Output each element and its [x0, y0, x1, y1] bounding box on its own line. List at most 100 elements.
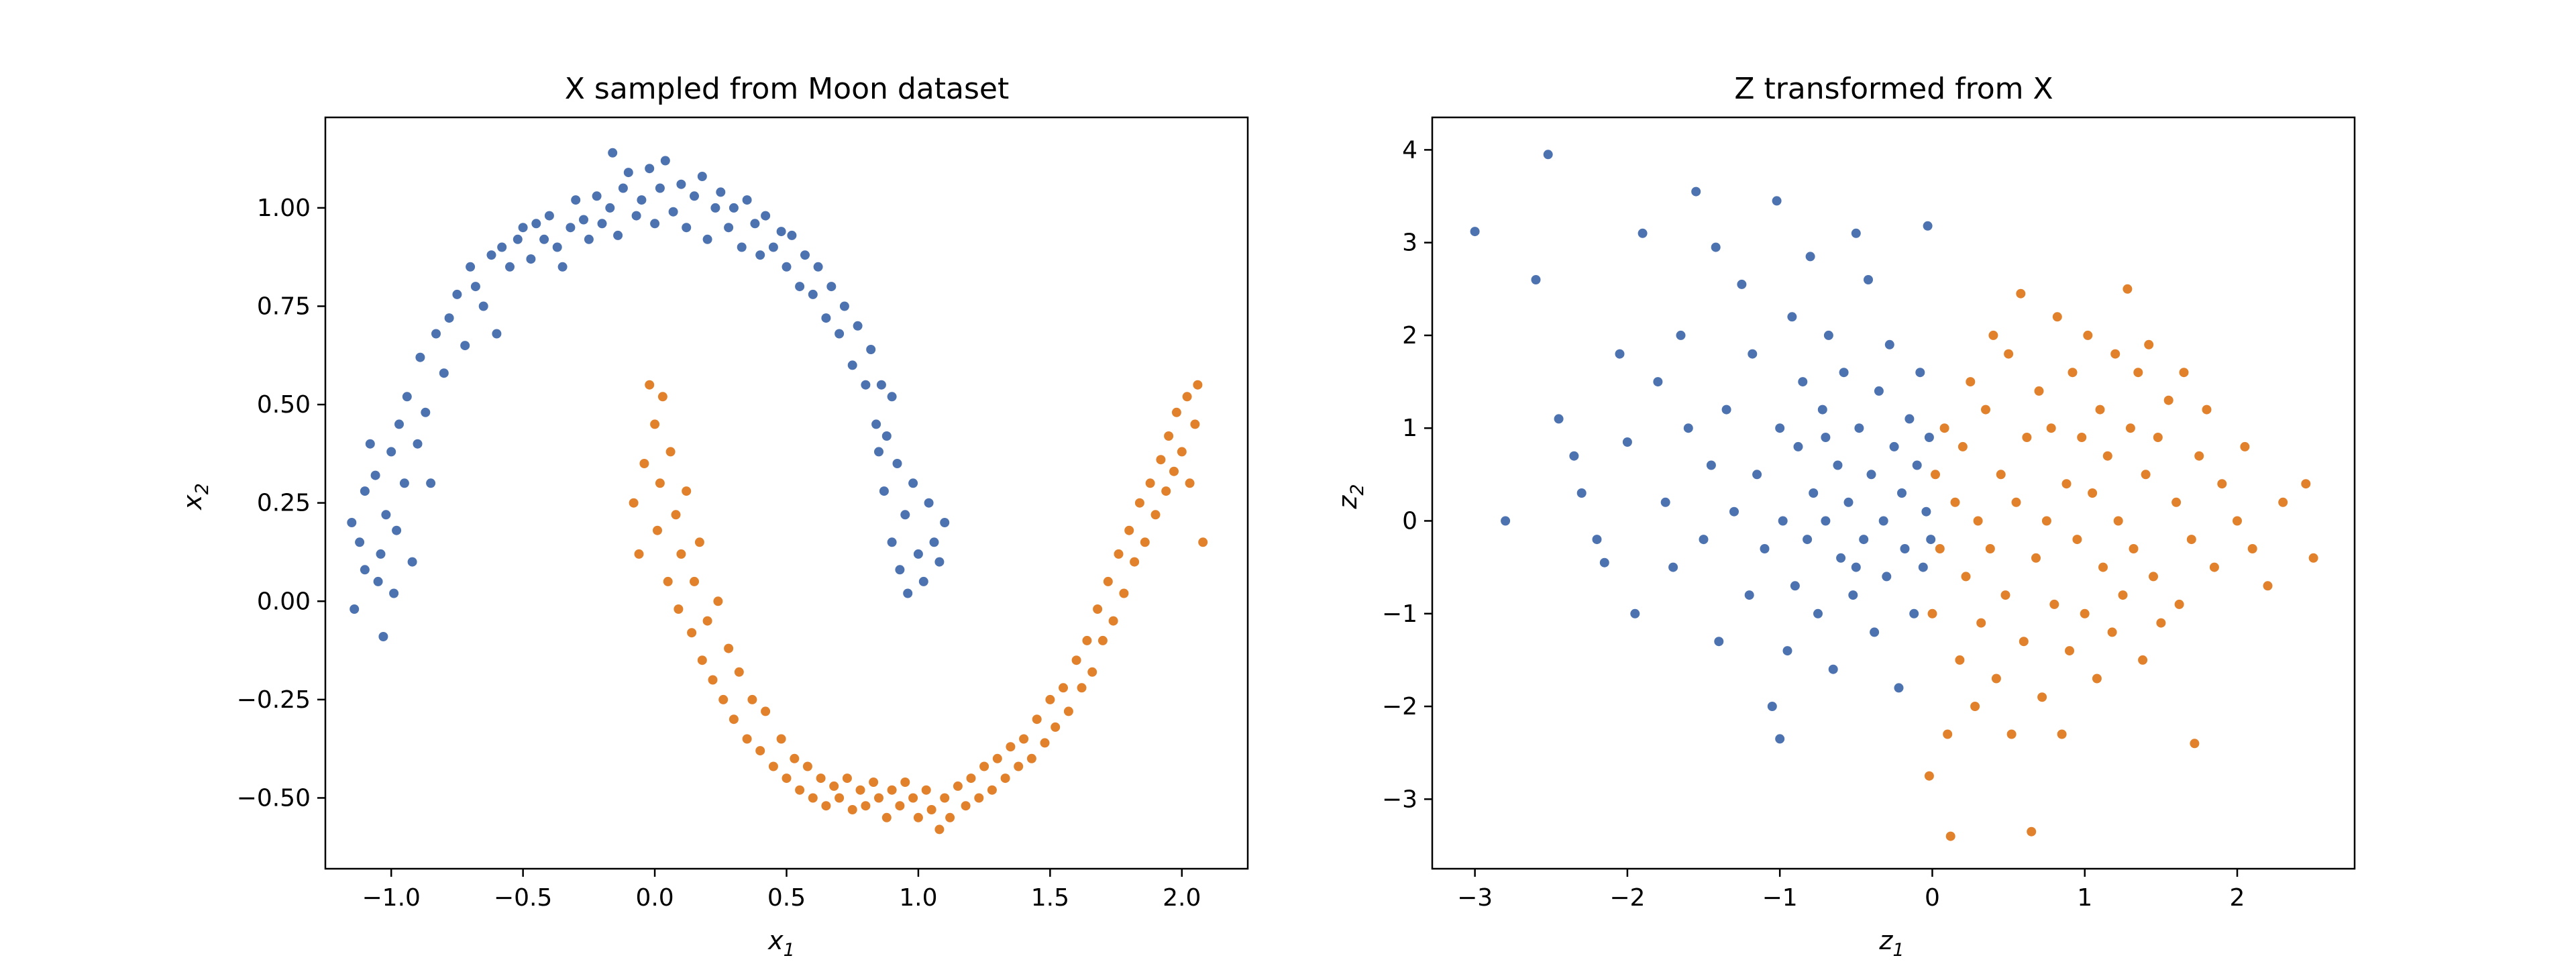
right-plot-point-1-78	[2308, 553, 2318, 563]
right-plot-point-0-17	[1683, 423, 1693, 433]
right-plot-point-1-32	[2046, 423, 2056, 433]
right-plot-point-1-17	[1988, 330, 1998, 340]
right-plot-point-1-11	[1966, 377, 1976, 387]
left-plot-point-0-55	[645, 164, 655, 174]
right-plot-point-0-73	[1924, 433, 1934, 442]
right-plot-point-0-13	[1653, 377, 1663, 387]
right-plot-point-0-44	[1821, 516, 1831, 526]
left-plot-point-1-85	[1124, 525, 1134, 535]
left-plot-point-1-73	[1059, 683, 1068, 693]
left-plot-point-0-0	[347, 518, 357, 527]
left-plot-point-1-68	[1026, 753, 1036, 763]
right-plot-point-0-6	[1576, 488, 1587, 498]
right-plot-point-1-74	[2247, 544, 2257, 553]
left-plot-point-1-27	[755, 746, 765, 756]
left-plot-point-1-69	[1032, 714, 1042, 724]
right-plot-ytick-label-5: 2	[1402, 322, 1417, 350]
right-plot-point-0-16	[1676, 330, 1686, 340]
right-plot-point-1-73	[2240, 441, 2250, 451]
right-plot-point-0-9	[1615, 349, 1625, 359]
right-plot-point-0-74	[1926, 535, 1936, 545]
left-plot-point-1-36	[816, 773, 826, 784]
left-plot-point-0-106	[934, 557, 945, 567]
right-plot-point-0-64	[1897, 488, 1907, 498]
right-plot-point-1-5	[1943, 729, 1953, 739]
right-plot-point-1-61	[2156, 618, 2166, 628]
left-plot-point-1-101	[1198, 537, 1208, 547]
left-plot-point-1-66	[1014, 761, 1024, 771]
right-plot-xtick-label-2: −1	[1762, 884, 1798, 912]
left-plot-point-0-101	[908, 478, 918, 488]
left-plot-point-1-15	[690, 576, 699, 586]
left-plot-point-1-79	[1093, 604, 1103, 614]
left-plot-point-0-42	[566, 223, 576, 233]
left-plot-point-0-33	[505, 262, 515, 272]
right-plot-point-0-27	[1748, 349, 1758, 359]
left-plot-point-1-42	[855, 785, 865, 795]
left-plot-point-1-48	[895, 801, 905, 811]
left-plot-point-0-7	[373, 576, 383, 586]
left-plot-point-1-93	[1164, 431, 1174, 441]
right-plot-point-1-64	[2174, 599, 2184, 609]
left-plot-point-0-86	[847, 360, 857, 370]
right-plot-point-1-31	[2041, 516, 2051, 526]
right-plot-point-1-35	[2057, 729, 2067, 739]
right-plot-point-0-63	[1894, 683, 1904, 693]
right-plot-points	[1470, 150, 2318, 841]
right-plot-ylabel-sub: 2	[1347, 484, 1368, 495]
left-plot-ylabel: x2	[178, 483, 213, 511]
left-plot-point-0-44	[579, 215, 588, 225]
left-plot-xtick-label-1: −0.5	[494, 884, 552, 912]
right-plot-xtick-label-3: 0	[1925, 884, 1940, 912]
right-plot-xlabel-main: z	[1878, 926, 1893, 955]
right-plot-point-1-3	[1935, 544, 1945, 553]
left-plot-point-1-34	[802, 761, 812, 771]
right-plot-point-0-66	[1904, 414, 1915, 424]
right-plot-point-1-57	[2141, 470, 2151, 480]
left-plot-point-1-2	[639, 459, 649, 468]
left-plot-point-0-70	[742, 195, 752, 205]
right-plot-ylabel-main: z	[1333, 495, 1362, 510]
left-plot-point-1-26	[747, 694, 757, 704]
left-plot-point-1-20	[713, 596, 723, 606]
right-plot-point-1-77	[2301, 479, 2311, 489]
right-plot-point-1-75	[2263, 581, 2273, 591]
left-plot-point-1-37	[821, 801, 831, 811]
right-plot-point-0-48	[1836, 553, 1846, 563]
right-plot-xtick-label-1: −2	[1609, 884, 1645, 912]
left-plot-point-1-87	[1134, 498, 1144, 508]
right-plot-xtick-label-0: −3	[1457, 884, 1493, 912]
right-plot-point-0-69	[1915, 368, 1925, 378]
right-plot-point-1-69	[2202, 405, 2212, 415]
left-plot-point-1-61	[979, 761, 989, 771]
left-plot-point-0-99	[900, 510, 910, 520]
right-plot-point-0-65	[1900, 544, 1910, 553]
right-plot-point-0-35	[1787, 312, 1797, 322]
left-plot-point-0-104	[924, 498, 934, 508]
left-plot-point-1-100	[1193, 380, 1203, 390]
right-plot-point-1-14	[1976, 618, 1986, 628]
left-plot-point-0-14	[394, 419, 404, 429]
left-plot-point-1-83	[1114, 549, 1124, 559]
left-plot-point-0-60	[676, 179, 686, 189]
right-plot-point-1-16	[1985, 544, 1995, 553]
left-plot-point-1-1	[634, 549, 644, 559]
left-plot-xlabel-main: x	[767, 926, 784, 955]
right-plot-point-0-8	[1599, 557, 1609, 568]
left-plot-point-1-4	[650, 419, 660, 429]
left-plot-point-0-90	[871, 419, 881, 429]
left-plot-point-1-65	[1006, 742, 1016, 752]
left-plot-point-0-5	[365, 439, 375, 449]
right-plot-point-0-40	[1805, 252, 1815, 262]
right-plot-point-0-39	[1803, 535, 1813, 545]
left-plot-point-0-10	[381, 510, 391, 520]
right-plot-point-0-49	[1839, 368, 1849, 378]
left-plot-point-1-32	[790, 753, 800, 763]
left-plot-point-0-79	[800, 250, 810, 260]
right-plot-point-0-70	[1918, 562, 1928, 572]
left-plot-point-0-43	[571, 195, 581, 205]
left-plot-point-0-58	[660, 156, 670, 166]
left-plot-ytick-label-1: −0.25	[237, 686, 311, 714]
